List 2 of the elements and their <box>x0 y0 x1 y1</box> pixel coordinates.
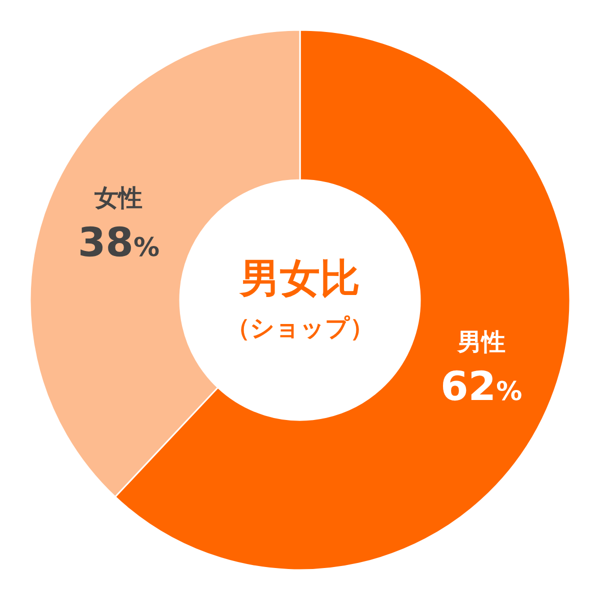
text: （ショップ） <box>226 314 374 342</box>
text: 男女比 <box>239 256 360 302</box>
